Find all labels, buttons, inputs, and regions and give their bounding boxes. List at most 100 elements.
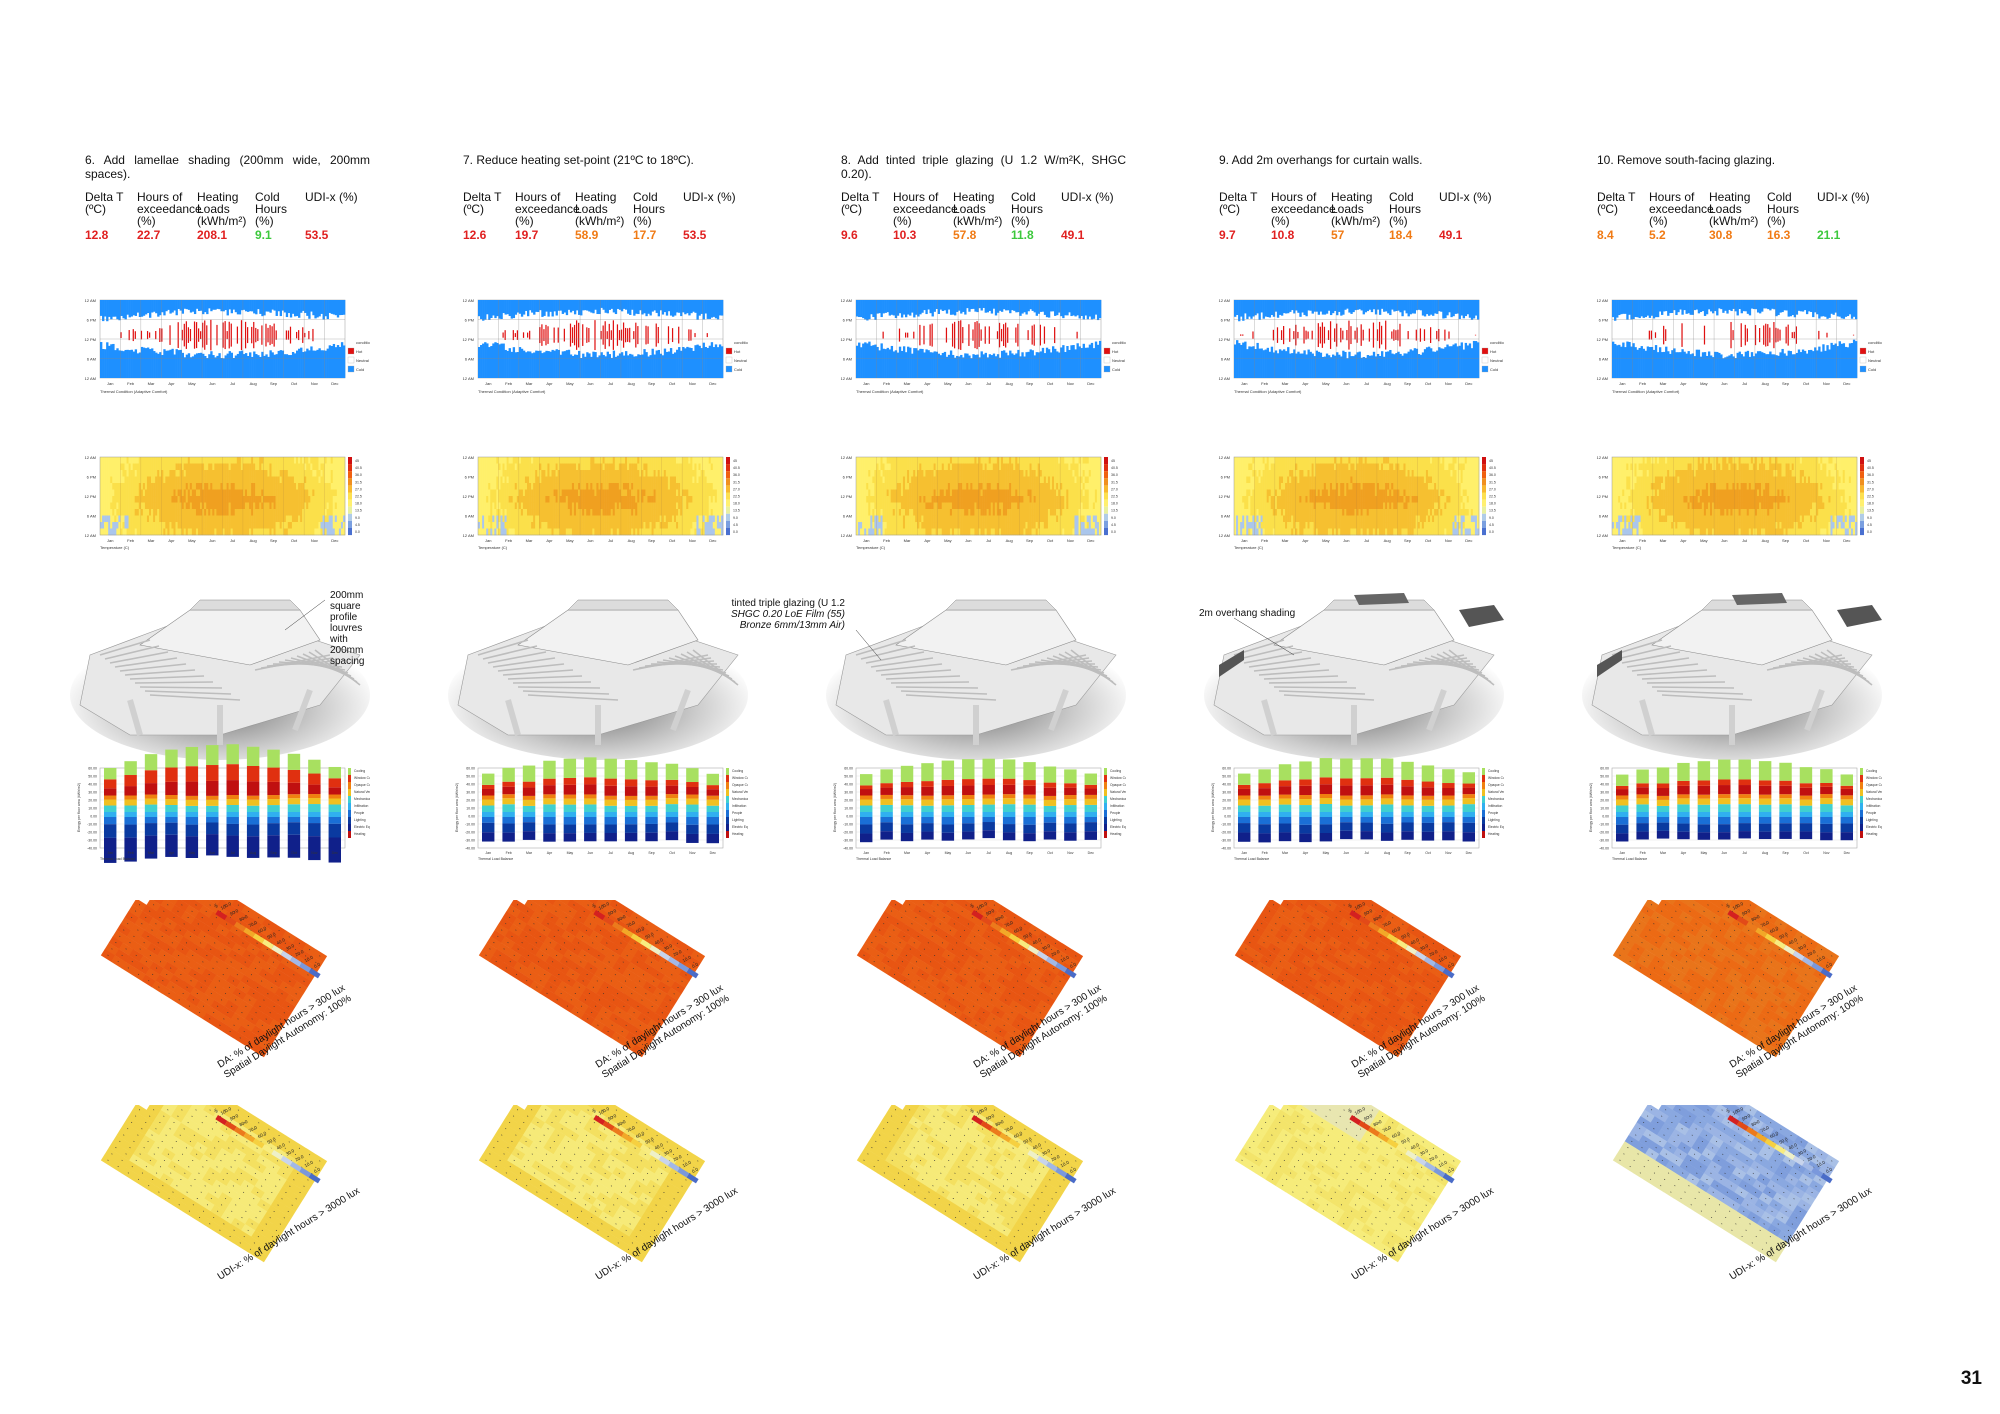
month-tick-label: Sep <box>1404 538 1412 543</box>
legend-label: Hot <box>1868 349 1875 354</box>
scale-label: 36.0 <box>355 473 362 477</box>
legend-label: Electric Equipment <box>1488 825 1504 829</box>
scale-label: 0.0 <box>1447 1166 1455 1174</box>
scale-label: 100.0 <box>1732 1106 1745 1116</box>
scale-label: 0.0 <box>1867 530 1872 534</box>
month-tick-label: Aug <box>250 381 257 386</box>
legend-label: Window Conduction <box>732 776 748 780</box>
month-tick-label: Apr <box>924 381 931 386</box>
month-tick-label: Mar <box>148 538 156 543</box>
y-tick-label: 0.00 <box>468 815 475 819</box>
y-tick-label: 6 PM <box>1221 475 1230 480</box>
legend-label: Opaque Conduction <box>1488 783 1504 787</box>
month-tick-label: Jun <box>587 538 593 543</box>
scale-label: 40.5 <box>355 466 362 470</box>
callout-line: Bronze 6mm/13mm Air) <box>739 620 845 631</box>
metric-header-line: (kWh/m²) <box>575 214 625 228</box>
legend-label: condition <box>1868 340 1882 345</box>
y-tick-label: 12 PM <box>462 337 474 342</box>
month-tick-label: Jul <box>230 538 235 543</box>
scale-label: 100.0 <box>976 1106 989 1116</box>
month-tick-label: Oct <box>1047 538 1054 543</box>
chart-caption: Thermal Condition (Adaptive Comfort) <box>100 389 168 394</box>
y-tick-label: 12 PM <box>840 337 852 342</box>
legend-label: Infiltration <box>1866 804 1880 808</box>
scale-label: 100.0 <box>598 901 611 911</box>
energy-balance-chart: 60.00 50.00 40.00 30.00 20.00 10.00 0.00 -10.00… <box>1211 758 1504 861</box>
chart-caption: Thermal Condition (Adaptive Comfort) <box>1612 389 1680 394</box>
metric-header-line: Cold <box>255 190 280 204</box>
scale-label: 50.0 <box>1400 1136 1411 1145</box>
scale-label: 45 <box>1867 459 1871 463</box>
metric-header-line: exceedance <box>1271 202 1336 216</box>
temperature-heatmap: 12 AM 6 PM 12 PM 6 AM 12 AM Jan Feb Mar Apr May Ju… <box>462 455 740 550</box>
legend-label: Hot <box>1112 349 1119 354</box>
legend-label: Cooling <box>1110 769 1121 773</box>
scale-label: 0.0 <box>691 1166 699 1174</box>
month-tick-label: Aug <box>628 381 635 386</box>
daylight-autonomy-plan: 100.090.080.070.060.050.040.030.020.010.… <box>478 900 731 1081</box>
variant-column: 8. Add tinted triple glazing (U 1.2 W/m²… <box>731 0 1126 1414</box>
metric-value: 58.9 <box>575 228 599 242</box>
legend-label: Natural Ventilation <box>354 790 370 794</box>
metric-header-line: Delta T <box>463 190 502 204</box>
legend-label: Heating <box>1866 832 1878 836</box>
month-tick-label: Jun <box>1343 538 1349 543</box>
scale-unit: % <box>213 903 219 909</box>
month-tick-label: Nov <box>1067 851 1073 855</box>
scale-label: 80.0 <box>1750 914 1761 923</box>
scale-label: 18.0 <box>1489 502 1496 506</box>
month-tick-label: Nov <box>689 381 696 386</box>
y-tick-label: 12 AM <box>841 298 852 303</box>
month-tick-label: Dec <box>709 381 716 386</box>
scale-label: 0.0 <box>1489 530 1494 534</box>
metric-header: Hours of exceedance (%) <box>1271 191 1336 227</box>
y-tick-label: -40.00 <box>87 847 97 851</box>
metric-header-line: (ºC) <box>1597 202 1619 216</box>
month-tick-label: Apr <box>546 538 553 543</box>
metric-header: UDI-x (%) <box>1817 191 1870 203</box>
scale-label: 13.5 <box>1111 509 1118 513</box>
metric-header-line: Hours <box>1011 202 1044 216</box>
month-tick-label: Apr <box>168 538 175 543</box>
y-tick-label: 12 AM <box>1219 298 1230 303</box>
metric-header-line: Hours <box>633 202 666 216</box>
scale-unit: % <box>1725 903 1731 909</box>
y-tick-label: 12 PM <box>462 494 474 499</box>
metric-header-line: (kWh/m²) <box>1709 214 1759 228</box>
month-tick-label: May <box>188 538 196 543</box>
metric-value: 9.7 <box>1219 228 1236 242</box>
month-tick-label: Mar <box>904 381 912 386</box>
legend-label: Natural Ventilation <box>1488 790 1504 794</box>
scale-label: 22.5 <box>1111 495 1118 499</box>
month-tick-label: Nov <box>1823 381 1830 386</box>
metric-header: Hours of exceedance (%) <box>515 191 580 227</box>
metric-header-line: Cold <box>633 190 658 204</box>
scale-label: 80.0 <box>1750 1119 1761 1128</box>
month-tick-label: Apr <box>168 381 175 386</box>
month-tick-label: Jul <box>986 851 991 855</box>
legend-label: Lighting <box>1488 818 1500 822</box>
y-axis-label: Energy per floor area (kWh/m2) <box>1589 783 1593 832</box>
legend-label: Neutral <box>1868 358 1881 363</box>
scale-label: 20.0 <box>672 949 683 958</box>
scale-label: 80.0 <box>238 914 249 923</box>
metric-header-line: UDI-x (%) <box>1061 190 1114 204</box>
month-tick-label: Oct <box>1047 851 1052 855</box>
month-tick-label: Dec <box>332 851 338 855</box>
scale-label: 100.0 <box>1354 901 1367 911</box>
y-tick-label: 6 PM <box>843 318 852 323</box>
month-tick-label: May <box>1700 538 1708 543</box>
scale-label: 60.0 <box>257 1130 268 1139</box>
month-tick-label: Aug <box>1006 381 1013 386</box>
metric-header-line: UDI-x (%) <box>1817 190 1870 204</box>
month-tick-label: Sep <box>270 538 278 543</box>
scale-label: 13.5 <box>733 509 740 513</box>
month-tick-label: Feb <box>1639 381 1647 386</box>
y-tick-label: 6 AM <box>465 514 474 519</box>
metric-header: Cold Hours (%) <box>1011 191 1043 227</box>
month-tick-label: Dec <box>1844 851 1850 855</box>
legend-label: Electric Equipment <box>354 825 370 829</box>
month-tick-label: Sep <box>270 381 278 386</box>
metric-value: 21.1 <box>1817 228 1841 242</box>
